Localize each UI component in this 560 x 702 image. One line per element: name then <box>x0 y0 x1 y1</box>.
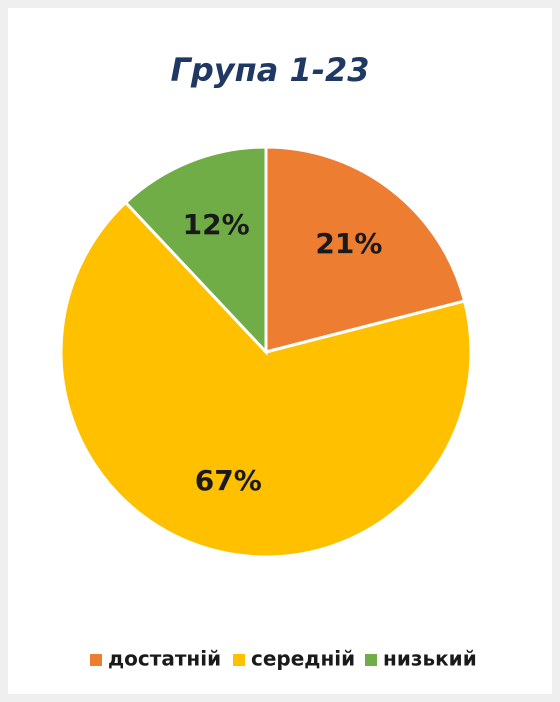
legend-label: середній <box>251 647 355 671</box>
data-label: 12% <box>183 208 250 241</box>
data-label: 67% <box>195 464 262 497</box>
legend-swatch <box>90 654 102 666</box>
pie-slice <box>59 200 473 559</box>
legend-swatch <box>365 654 377 666</box>
pie-slice <box>264 145 467 354</box>
legend-swatch <box>233 654 245 666</box>
chart-title: Група 1-23 <box>170 51 369 89</box>
pie-slice <box>123 145 268 356</box>
data-label: 21% <box>315 227 382 260</box>
legend-label: низький <box>383 647 477 671</box>
legend-label: достатній <box>108 647 221 671</box>
